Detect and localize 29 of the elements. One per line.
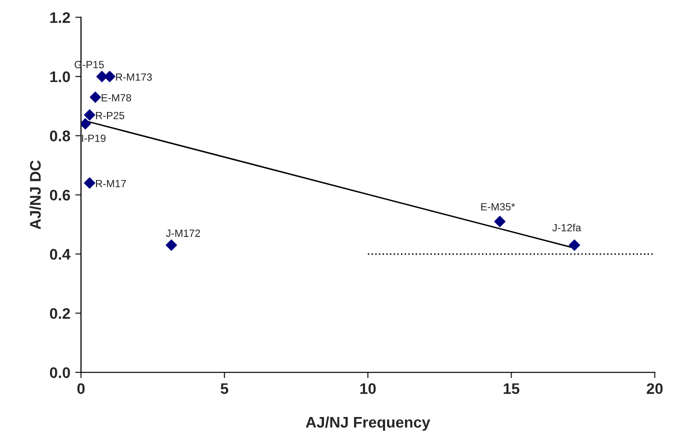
- y-axis-title: AJ/NJ DC: [30, 160, 41, 230]
- point: [84, 177, 96, 189]
- y-tick-label: 0.8: [50, 130, 70, 142]
- point: [166, 239, 178, 251]
- annotation: J-M172: [166, 230, 200, 237]
- y-tick-label: 1.0: [50, 71, 70, 82]
- x-tick-label: 0: [77, 383, 85, 394]
- y-tick-label: 1.2: [50, 12, 70, 23]
- x-axis-title: AJ/NJ Frequency: [306, 416, 430, 431]
- annotation: E-M35*: [481, 203, 515, 210]
- point: [90, 92, 102, 103]
- y-tick-label: 0.0: [50, 367, 70, 378]
- x-tick-label: 5: [220, 383, 228, 394]
- point: [84, 109, 96, 121]
- annotation: J-12fa: [552, 224, 582, 232]
- x-tick-label: 10: [360, 383, 376, 394]
- y-tick-label: 0.2: [50, 308, 70, 319]
- annotation: E-M78: [102, 94, 132, 102]
- y-tick-label: 0.4: [50, 248, 71, 260]
- point: [104, 70, 116, 82]
- x-tick-label: 20: [646, 383, 663, 394]
- annotation: R-M173: [116, 73, 152, 81]
- y-tick-label: 0.6: [50, 190, 70, 201]
- annotation: I-P19: [82, 134, 106, 142]
- x-tick-label: 15: [504, 383, 520, 394]
- annotation: R-M17: [96, 180, 126, 188]
- point: [568, 239, 580, 251]
- annotation: R-P25: [96, 112, 124, 120]
- point: [494, 216, 506, 228]
